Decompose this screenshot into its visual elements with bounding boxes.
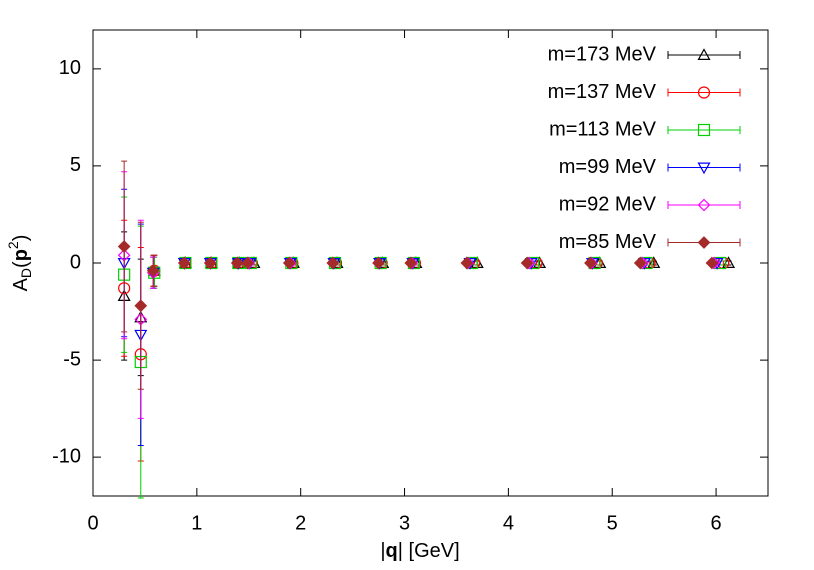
x-tick-label: 4: [503, 512, 514, 534]
marker: [326, 256, 340, 270]
x-axis-label: |q| [GeV]: [380, 540, 459, 562]
y-tick-label: 0: [70, 251, 81, 273]
legend-label: m=92 MeV: [559, 193, 657, 215]
legend-label: m=99 MeV: [559, 156, 657, 178]
legend-line: [667, 126, 741, 134]
x-tick-label: 2: [295, 512, 306, 534]
legend-line: [667, 201, 741, 209]
marker: [633, 256, 647, 270]
marker: [134, 299, 148, 313]
plot-frame: [92, 29, 769, 497]
marker: [697, 123, 711, 137]
marker: [404, 256, 418, 270]
x-tick-label: 3: [399, 512, 410, 534]
x-tick-label: 1: [191, 512, 202, 534]
marker: [372, 256, 385, 270]
marker: [697, 236, 711, 249]
legend-line: [667, 163, 741, 172]
marker: [117, 240, 131, 253]
marker: [697, 86, 711, 99]
y-tick-label: 10: [59, 57, 81, 79]
x-tick-label: 5: [607, 512, 618, 534]
marker: [282, 256, 296, 270]
x-tick-label: 0: [87, 512, 98, 534]
marker: [697, 48, 711, 60]
marker: [241, 256, 255, 270]
legend-label: m=85 MeV: [559, 231, 657, 253]
marker: [520, 256, 534, 270]
y-axis-label: AD(p2): [5, 235, 34, 292]
legend-line: [667, 51, 741, 59]
marker: [584, 256, 597, 270]
marker: [146, 264, 160, 278]
marker: [178, 256, 191, 270]
marker: [460, 256, 474, 270]
x-tick-label: 6: [711, 512, 722, 534]
marker: [705, 256, 719, 270]
y-tick-label: 5: [70, 154, 81, 176]
legend-line: [667, 88, 741, 97]
y-tick-label: -5: [63, 348, 81, 370]
legend-label: m=137 MeV: [548, 81, 657, 103]
marker: [203, 256, 217, 270]
legend-label: m=113 MeV: [549, 118, 657, 140]
marker: [697, 162, 711, 175]
marker: [697, 198, 711, 212]
marker: [230, 256, 244, 270]
y-tick-label: -10: [52, 445, 81, 467]
legend-label: m=173 MeV: [548, 43, 657, 65]
